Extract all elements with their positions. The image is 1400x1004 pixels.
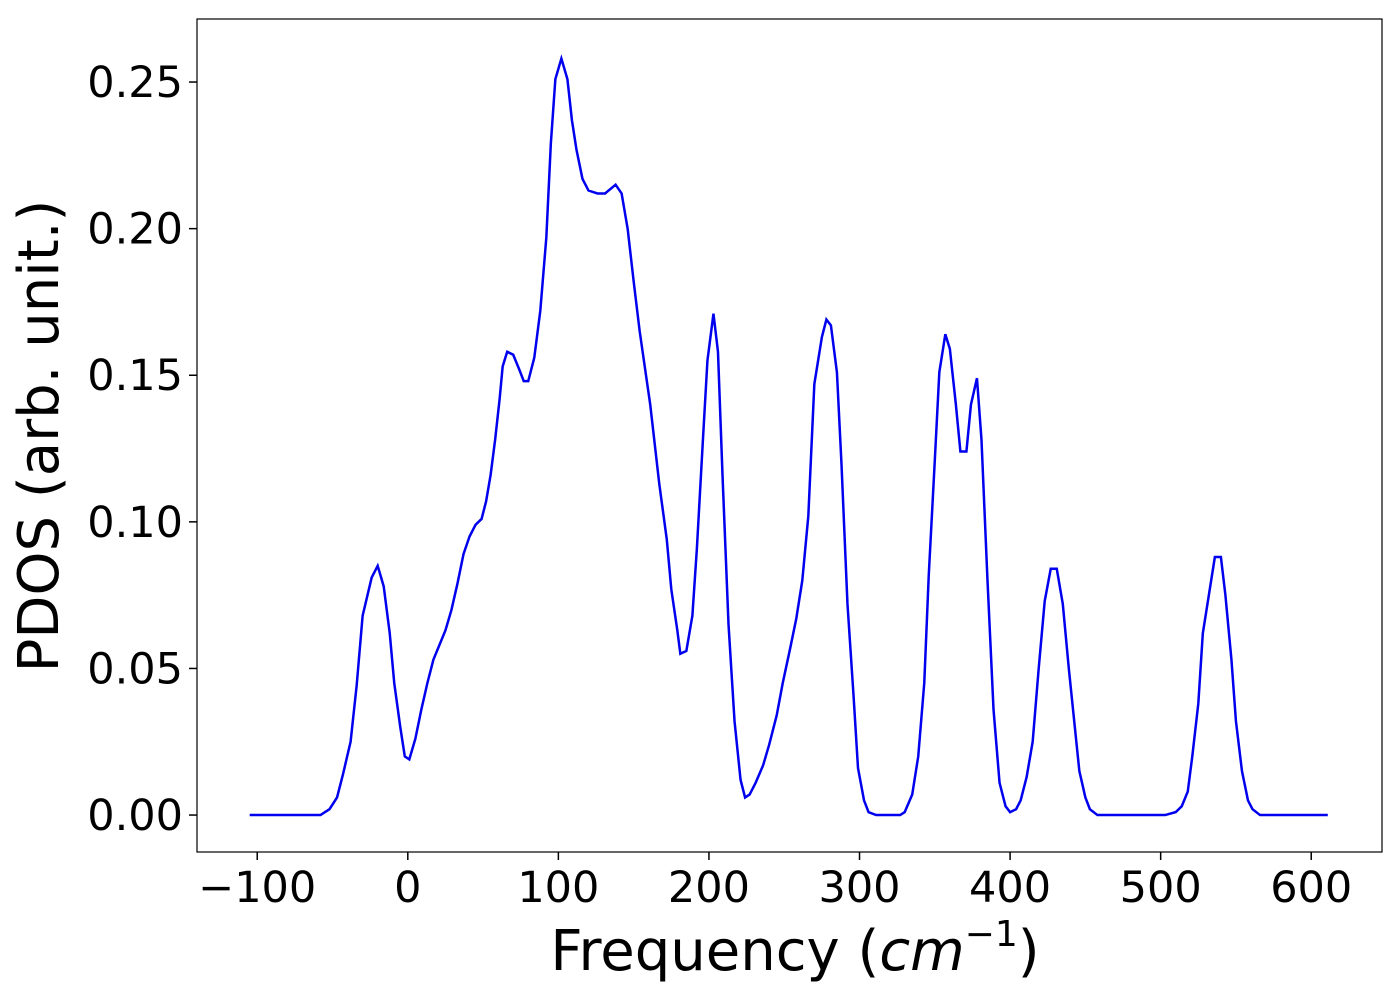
x-tick-label: 600 — [1270, 863, 1352, 913]
x-tick-label: 0 — [394, 863, 421, 913]
x-axis-label: Frequency (cm−1) — [550, 914, 1039, 984]
x-tick-label: 300 — [818, 863, 900, 913]
y-tick-label: 0.20 — [87, 205, 183, 255]
y-tick-label: 0.15 — [87, 351, 183, 401]
x-label-part: cm — [879, 919, 964, 984]
x-label-part: Frequency ( — [550, 919, 879, 984]
y-tick-label: 0.05 — [87, 644, 183, 694]
data-line — [249, 54, 1328, 817]
plot-frame — [196, 18, 1383, 853]
x-tick-label: 100 — [517, 863, 599, 913]
x-label-part: −1 — [965, 914, 1018, 955]
y-tick-label: 0.00 — [87, 791, 183, 841]
x-tick-label: 200 — [668, 863, 750, 913]
x-tick-label: −100 — [198, 863, 316, 913]
y-axis-label: PDOS (arb. unit.) — [7, 200, 72, 673]
x-label-part: ) — [1018, 919, 1040, 984]
y-tick-label: 0.25 — [87, 58, 183, 108]
y-tick-label: 0.10 — [87, 498, 183, 548]
x-tick-label: 400 — [969, 863, 1051, 913]
x-tick-label: 500 — [1120, 863, 1202, 913]
